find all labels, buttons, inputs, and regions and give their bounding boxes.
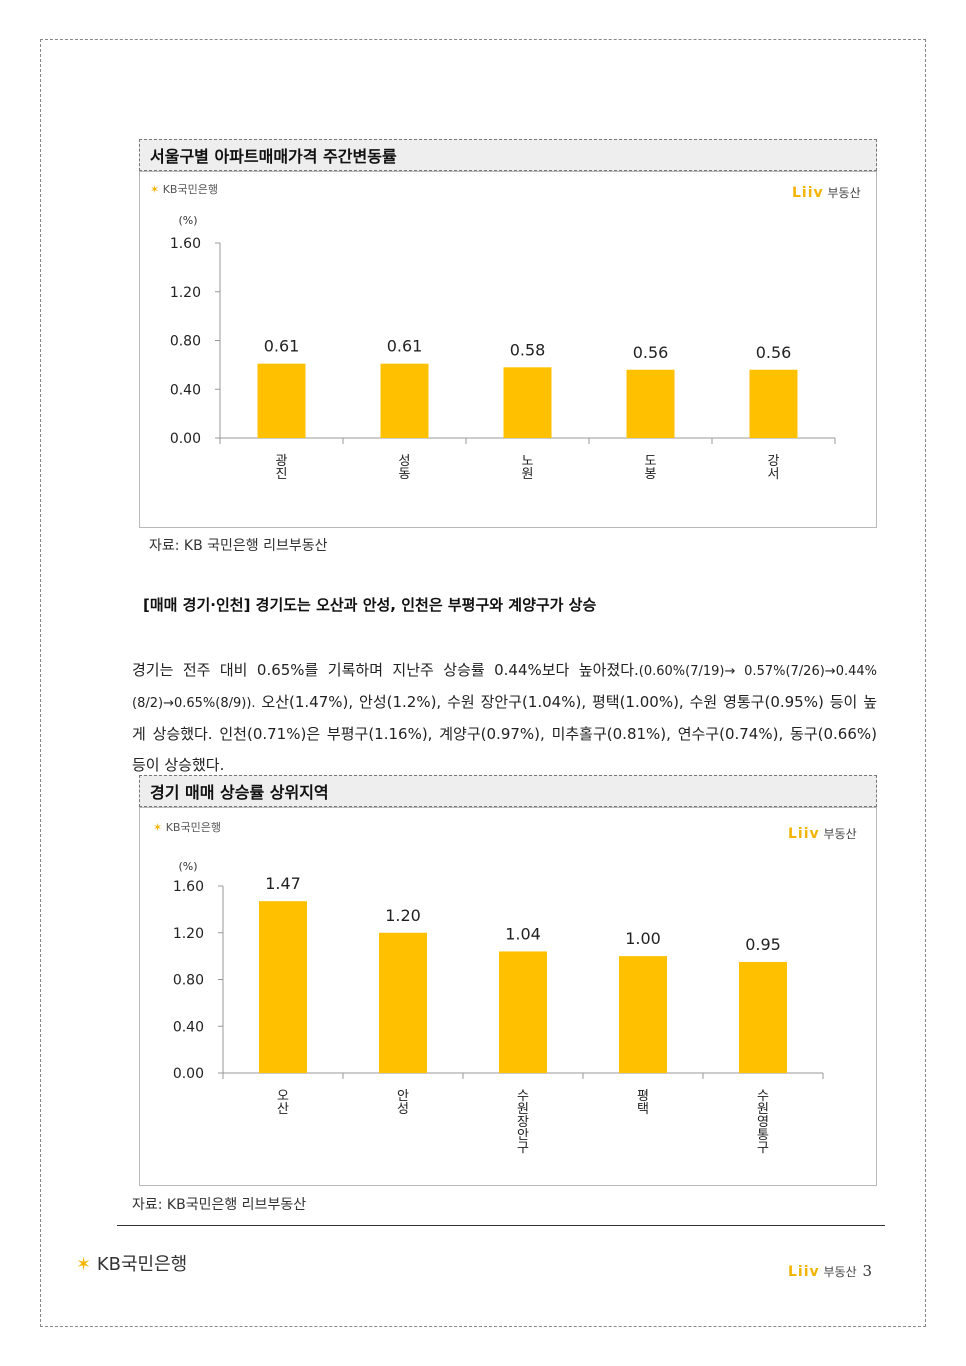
chart1-data-label: 0.56	[633, 343, 669, 362]
chart2-bar	[259, 901, 307, 1073]
chart2-kb-logo: ✶ KB국민은행	[153, 819, 221, 835]
footer-liiv-word: Liiv	[788, 1264, 820, 1280]
section-subheading: [매매 경기·인천] 경기도는 오산과 안성, 인천은 부평구와 계양구가 상승	[143, 596, 597, 614]
chart2-category-label: 오	[277, 1089, 289, 1104]
chart1-title: 서울구별 아파트매매가격 주간변동률	[150, 147, 397, 166]
chart2-category-label: 성	[397, 1102, 409, 1117]
chart1-title-box: 서울구별 아파트매매가격 주간변동률	[139, 139, 877, 171]
chart1-data-label: 0.56	[756, 343, 792, 362]
chart2-y-tick-label: 1.20	[173, 926, 204, 942]
chart2-data-label: 1.04	[505, 924, 541, 943]
chart1-bar	[380, 363, 429, 438]
chart1-unit-label: (%)	[178, 214, 197, 227]
chart2-category-label: 구	[517, 1141, 529, 1156]
chart1-data-label: 0.61	[264, 337, 300, 356]
chart2-data-label: 1.47	[265, 874, 301, 893]
chart2-category-label: 구	[757, 1141, 769, 1156]
chart2-kb-logo-text: KB국민은행	[165, 821, 221, 834]
chart2-y-tick-label: 0.00	[173, 1066, 204, 1082]
chart1-y-tick-label: 0.40	[170, 382, 201, 398]
chart2-source: 자료: KB국민은행 리브부동산	[132, 1197, 307, 1213]
chart2-category-label: 안	[397, 1089, 409, 1104]
chart1-liiv-word: Liiv	[792, 185, 824, 201]
chart1-category-label: 서	[768, 467, 780, 482]
chart1-bar	[503, 367, 552, 438]
chart1-source: 자료: KB 국민은행 리브부동산	[149, 538, 328, 554]
chart2-bar	[379, 932, 427, 1073]
footer-liiv-suffix: 부동산	[823, 1265, 857, 1279]
chart1-category-label: 강	[768, 454, 780, 469]
chart1-category-label: 노	[522, 454, 534, 469]
chart2-category-label: 평	[637, 1089, 649, 1104]
chart1-data-label: 0.58	[510, 340, 546, 359]
chart2-box: ✶ KB국민은행 Liiv 부동산 (%) 0.00 0.40 0.80 1.20 1.6…	[139, 807, 877, 1186]
chart2-category-label: 택	[637, 1102, 649, 1117]
chart1-kb-logo-text: KB국민은행	[162, 183, 218, 196]
chart2-bar	[619, 956, 667, 1073]
para-main: 경기는 전주 대비 0.65%를 기록하며 지난주 상승률 0.44%보다 높아…	[132, 661, 639, 679]
chart1-box: ✶ KB국민은행 Liiv 부동산 (%) 0.00 0.40 0.80 1.20 1.6…	[139, 171, 877, 528]
chart2-bar	[499, 951, 547, 1073]
kb-star-icon: ✶	[150, 183, 160, 196]
chart2-data-label: 1.00	[625, 929, 661, 948]
chart1-bar	[257, 363, 306, 438]
chart2-plot: (%)0.000.400.801.201.60 1.47오산1.20안성1.04수…	[173, 860, 824, 1156]
footer-rule	[117, 1225, 885, 1226]
chart1-y-tick-label: 0.80	[170, 334, 201, 350]
kb-star-icon: ✶	[153, 821, 163, 834]
page-number: 3	[862, 1262, 872, 1280]
para-small: (0.60%(7/19)→ 0.57%(7/26)→0.44%(8/2)→0.6…	[132, 664, 877, 711]
chart2-category-label: 수	[517, 1089, 529, 1104]
chart2-title-box: 경기 매매 상승률 상위지역	[139, 775, 877, 807]
footer-liiv-logo: Liiv 부동산 3	[788, 1262, 872, 1280]
chart2-y-tick-label: 0.80	[173, 973, 204, 989]
chart2-bar	[739, 961, 787, 1073]
chart1-y-tick-label: 1.20	[170, 285, 201, 301]
chart1-category-label: 진	[276, 467, 288, 482]
footer-kb-logo-text: KB국민은행	[96, 1254, 188, 1275]
chart2-title: 경기 매매 상승률 상위지역	[150, 783, 329, 802]
chart1-plot: (%) 0.00 0.40 0.80 1.20 1.60 0.61 광진 0.61 성동 0.58 노…	[170, 214, 836, 482]
chart1-category-label: 도	[645, 454, 657, 469]
kb-star-icon: ✶	[76, 1254, 92, 1275]
page-frame	[40, 39, 926, 1327]
chart1-category-label: 원	[522, 467, 534, 482]
chart1-data-label: 0.61	[387, 337, 423, 356]
chart1-category-label: 광	[276, 454, 288, 469]
chart2-category-label: 원	[757, 1102, 769, 1117]
chart2-category-label: 장	[517, 1115, 529, 1130]
chart2-data-label: 0.95	[745, 935, 781, 954]
chart2-data-label: 1.20	[385, 906, 421, 925]
chart2-category-label: 산	[277, 1102, 289, 1117]
chart2-category-label: 원	[517, 1102, 529, 1117]
chart2-liiv-word: Liiv	[788, 826, 820, 842]
chart2-category-label: 안	[517, 1128, 529, 1143]
chart2-liiv-suffix: 부동산	[823, 827, 857, 841]
chart2-y-tick-label: 1.60	[173, 879, 204, 895]
chart2-liiv-logo: Liiv 부동산	[788, 825, 857, 842]
chart1-kb-logo: ✶ KB국민은행	[150, 181, 218, 197]
chart2-category-label: 영	[757, 1115, 769, 1130]
chart2-category-label: 통	[757, 1128, 769, 1143]
section-paragraph: 경기는 전주 대비 0.65%를 기록하며 지난주 상승률 0.44%보다 높아…	[132, 655, 877, 781]
chart1-category-label: 동	[399, 467, 411, 482]
chart1-y-tick-label: 1.60	[170, 236, 201, 252]
chart1-y-tick-label: 0.00	[170, 431, 201, 447]
chart1-category-label: 봉	[645, 467, 657, 482]
chart2-unit-label: (%)	[178, 860, 197, 873]
chart1-bar	[749, 369, 798, 438]
chart1-liiv-logo: Liiv 부동산	[792, 184, 861, 201]
chart1-liiv-suffix: 부동산	[827, 186, 861, 200]
para-rest: 오산(1.47%), 안성(1.2%), 수원 장안구(1.04%), 평택(1…	[132, 693, 877, 774]
chart2-y-tick-label: 0.40	[173, 1019, 204, 1035]
footer-kb-logo: ✶ KB국민은행	[76, 1250, 187, 1276]
chart1-category-label: 성	[399, 454, 411, 469]
chart2-category-label: 수	[757, 1089, 769, 1104]
chart1-bar	[626, 369, 675, 438]
